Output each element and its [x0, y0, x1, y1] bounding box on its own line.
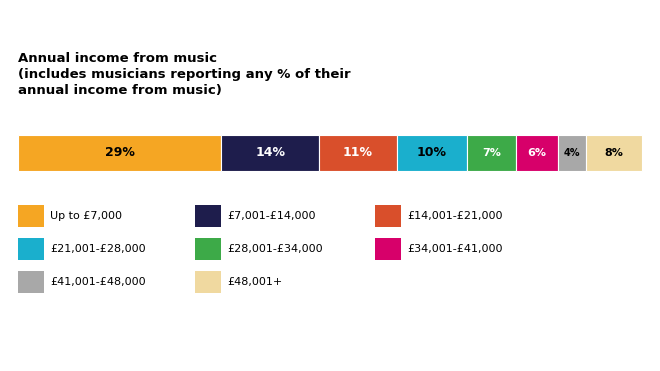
- Text: 4%: 4%: [564, 148, 580, 158]
- Bar: [397, 135, 467, 171]
- Text: £34,001-£41,000: £34,001-£41,000: [407, 244, 502, 254]
- Text: 6%: 6%: [527, 148, 546, 158]
- Bar: [18, 271, 44, 293]
- Bar: [18, 238, 44, 260]
- Text: £28,001-£34,000: £28,001-£34,000: [227, 244, 323, 254]
- Bar: [319, 135, 397, 171]
- Text: 7%: 7%: [482, 148, 501, 158]
- Text: 29%: 29%: [105, 147, 135, 160]
- Bar: [467, 135, 516, 171]
- Bar: [221, 135, 319, 171]
- Text: 10%: 10%: [416, 147, 447, 160]
- Text: £7,001-£14,000: £7,001-£14,000: [227, 211, 315, 221]
- Text: 14%: 14%: [255, 147, 285, 160]
- Bar: [195, 238, 221, 260]
- Text: 8%: 8%: [605, 148, 624, 158]
- Text: (includes musicians reporting any % of their: (includes musicians reporting any % of t…: [18, 68, 350, 81]
- Bar: [558, 135, 586, 171]
- Bar: [586, 135, 642, 171]
- Text: £21,001-£28,000: £21,001-£28,000: [50, 244, 146, 254]
- Text: Up to £7,000: Up to £7,000: [50, 211, 122, 221]
- Text: Annual income from music: Annual income from music: [18, 52, 217, 65]
- Bar: [195, 205, 221, 227]
- Bar: [18, 135, 221, 171]
- Text: £14,001-£21,000: £14,001-£21,000: [407, 211, 502, 221]
- Text: annual income from music): annual income from music): [18, 84, 222, 97]
- Bar: [18, 205, 44, 227]
- Text: £48,001+: £48,001+: [227, 277, 282, 287]
- Text: 11%: 11%: [343, 147, 373, 160]
- Text: £41,001-£48,000: £41,001-£48,000: [50, 277, 146, 287]
- Bar: [375, 205, 401, 227]
- Bar: [516, 135, 558, 171]
- Bar: [195, 271, 221, 293]
- Bar: [375, 238, 401, 260]
